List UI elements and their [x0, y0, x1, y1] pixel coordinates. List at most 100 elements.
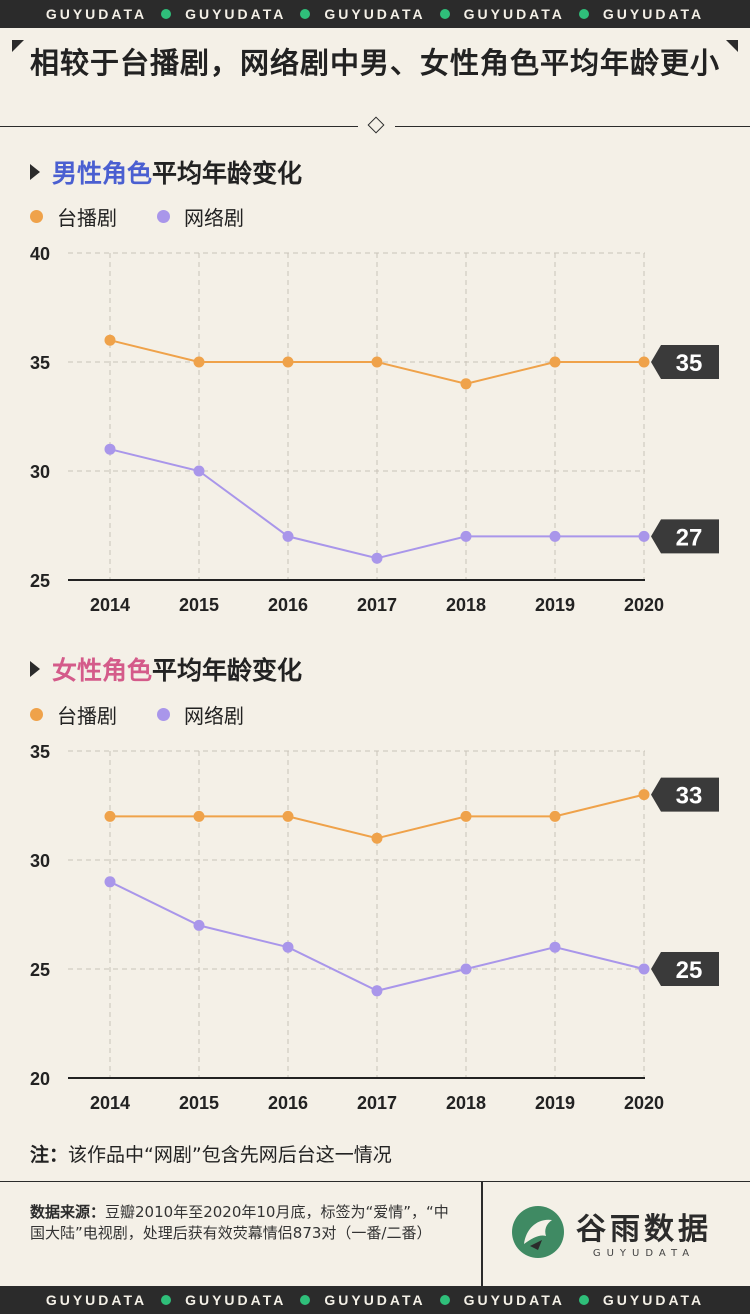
- divider: [481, 1182, 483, 1287]
- data-point: [193, 465, 205, 477]
- legend-dot-icon: [30, 708, 43, 721]
- brand-text: GUYUDATA: [463, 1292, 565, 1308]
- dot-icon: [161, 1295, 172, 1305]
- line-chart-male: 25 30 35 40 2014 2015 2016 2017 2018 2019 2020 35 27: [30, 244, 719, 615]
- data-point: [638, 789, 650, 801]
- data-point: [282, 810, 294, 822]
- data-point: [371, 985, 383, 997]
- data-point: [371, 356, 383, 368]
- end-value-badge: [651, 519, 719, 554]
- divider: [0, 126, 358, 127]
- brand-text: GUYUDATA: [45, 1292, 148, 1308]
- legend-item-tv: 台播剧: [30, 700, 117, 729]
- section-title-male: 男性角色 平均年龄变化: [30, 154, 302, 190]
- x-tick-label: 2017: [357, 1093, 397, 1113]
- brand-text: GUYUDATA: [463, 6, 565, 22]
- data-point: [104, 443, 116, 455]
- data-point: [549, 941, 561, 953]
- legend-dot-icon: [157, 708, 170, 721]
- x-tick-label: 2018: [446, 1093, 486, 1113]
- dot-icon: [300, 1295, 311, 1305]
- legend-item-tv: 台播剧: [30, 202, 117, 231]
- brand-strip-top: GUYUDATA GUYUDATA GUYUDATA GUYUDATA GUYU…: [0, 0, 750, 28]
- brand-text: GUYUDATA: [185, 1292, 287, 1308]
- x-tick-label: 2019: [535, 595, 575, 615]
- legend: 台播剧 网络剧: [30, 202, 284, 231]
- dot-icon: [439, 9, 450, 19]
- x-tick-label: 2019: [535, 1093, 575, 1113]
- data-point: [282, 356, 294, 368]
- logo-text: 谷雨数据: [576, 1212, 712, 1247]
- corner-mark-icon: [12, 40, 24, 52]
- corner-mark-icon: [726, 40, 738, 52]
- legend: 台播剧 网络剧: [30, 700, 284, 729]
- brand-text: GUYUDATA: [602, 1292, 705, 1308]
- x-tick-label: 2016: [268, 1093, 308, 1113]
- brand-text: GUYUDATA: [45, 6, 148, 22]
- diamond-icon: [367, 116, 385, 134]
- end-value-label: 33: [676, 783, 703, 810]
- brand-text: GUYUDATA: [324, 6, 426, 22]
- data-point: [460, 963, 472, 975]
- data-point: [460, 810, 472, 822]
- y-tick-label: 25: [30, 960, 50, 980]
- data-point: [104, 876, 116, 888]
- legend-label: 网络剧: [184, 206, 244, 230]
- x-tick-label: 2020: [624, 1093, 664, 1113]
- legend-label: 网络剧: [184, 704, 244, 728]
- data-point: [638, 356, 650, 368]
- data-point: [193, 356, 205, 368]
- x-tick-label: 2016: [268, 595, 308, 615]
- bird-logo-icon: [524, 1219, 552, 1250]
- dot-icon: [161, 9, 172, 19]
- note-text: 该作品中“网剧”包含先网后台这一情况: [68, 1144, 392, 1166]
- brand-strip-bottom: GUYUDATA GUYUDATA GUYUDATA GUYUDATA GUYU…: [0, 1286, 750, 1314]
- x-tick-label: 2020: [624, 595, 664, 615]
- bird-logo-icon: [512, 1205, 564, 1258]
- x-tick-label: 2014: [90, 1093, 130, 1113]
- note-label: 注：: [30, 1144, 69, 1166]
- x-tick-label: 2014: [90, 595, 130, 615]
- end-value-badge: [651, 345, 719, 379]
- y-tick-label: 25: [30, 571, 50, 591]
- title-rest: 平均年龄变化: [152, 159, 303, 188]
- source-text: 豆瓣2010年至2020年10月底，标签为“爱情”，“中国大陆”电视剧，处理后获…: [30, 1203, 449, 1242]
- brand-text: GUYUDATA: [324, 1292, 426, 1308]
- title-rest: 平均年龄变化: [152, 656, 303, 685]
- legend-label: 台播剧: [57, 704, 117, 728]
- divider: [395, 126, 750, 127]
- legend-label: 台播剧: [57, 206, 117, 230]
- dot-icon: [300, 9, 311, 19]
- data-point: [460, 378, 472, 390]
- legend-dot-icon: [157, 210, 170, 223]
- dot-icon: [439, 1295, 450, 1305]
- brand-text: GUYUDATA: [185, 6, 287, 22]
- legend-item-web: 网络剧: [157, 700, 244, 729]
- dot-icon: [578, 1295, 589, 1305]
- end-value-label: 35: [676, 350, 703, 377]
- triangle-icon: [30, 164, 40, 180]
- data-point: [193, 919, 205, 931]
- data-point: [193, 810, 205, 822]
- data-point: [104, 334, 116, 346]
- data-point: [371, 832, 383, 844]
- data-point: [282, 530, 294, 542]
- legend-dot-icon: [30, 210, 43, 223]
- data-point: [371, 552, 383, 564]
- data-source: 数据来源：豆瓣2010年至2020年10月底，标签为“爱情”，“中国大陆”电视剧…: [30, 1202, 450, 1244]
- data-point: [549, 356, 561, 368]
- y-tick-label: 35: [30, 353, 50, 373]
- triangle-icon: [30, 661, 40, 677]
- end-value-badge: [651, 777, 719, 812]
- x-tick-label: 2018: [446, 595, 486, 615]
- dot-icon: [578, 9, 589, 19]
- title-highlight: 女性角色: [52, 656, 153, 685]
- data-point: [104, 810, 116, 822]
- x-tick-label: 2015: [179, 595, 219, 615]
- line-chart-female: 20 25 30 35 2014 2015 2016 2017 2018 2019 2020 33 25: [30, 742, 719, 1113]
- note: 注：该作品中“网剧”包含先网后台这一情况: [30, 1140, 392, 1167]
- title-highlight: 男性角色: [52, 159, 153, 188]
- y-tick-label: 30: [30, 462, 50, 482]
- end-value-badge: [651, 952, 719, 986]
- y-tick-label: 35: [30, 742, 50, 762]
